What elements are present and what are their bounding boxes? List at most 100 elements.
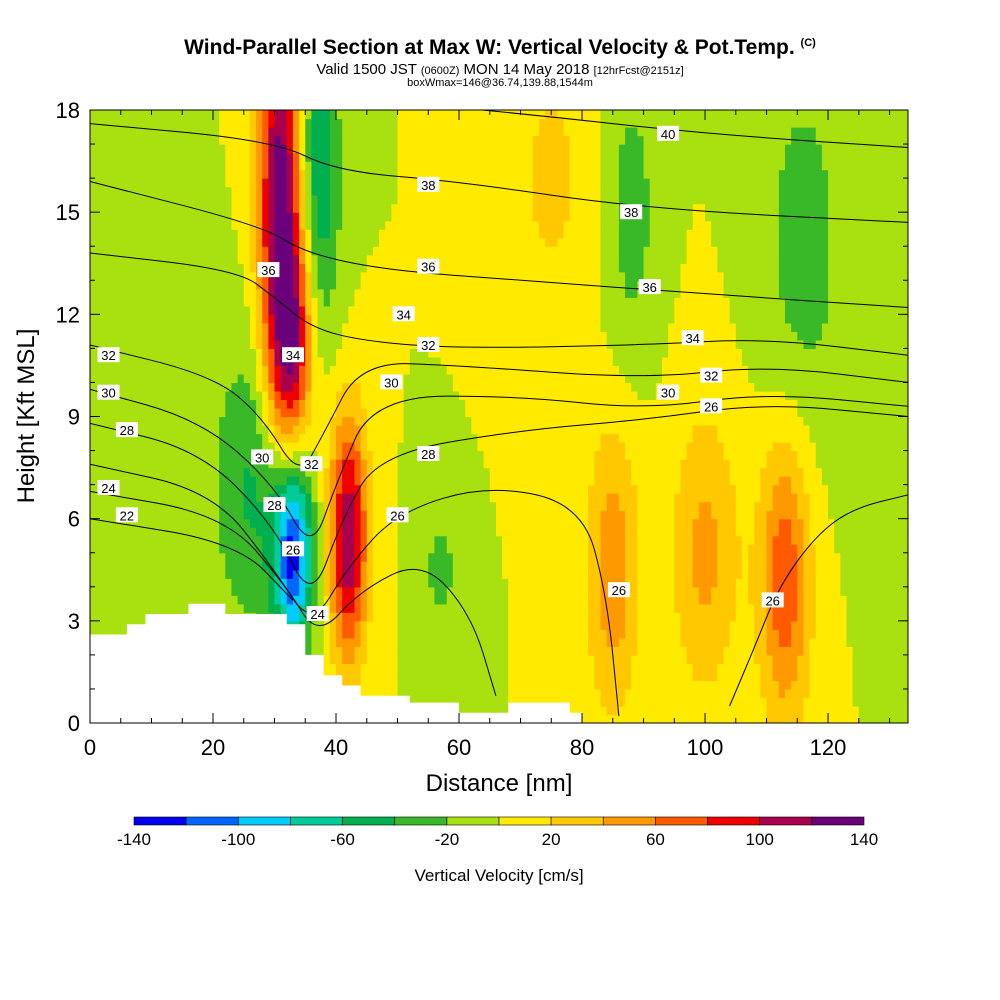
heatmap-cell: [508, 467, 515, 477]
heatmap-cell: [815, 510, 823, 520]
heatmap-cell: [440, 501, 448, 511]
heatmap-cell: [643, 518, 651, 528]
heatmap-cell: [145, 467, 153, 477]
heatmap-cell: [336, 442, 343, 452]
heatmap-cell: [268, 399, 276, 409]
heatmap-cell: [514, 612, 522, 622]
heatmap-cell: [797, 501, 805, 511]
heatmap-cell: [446, 603, 454, 613]
heatmap-cell: [206, 433, 214, 443]
heatmap-cell: [643, 646, 651, 656]
heatmap-cell: [563, 467, 571, 477]
heatmap-cell: [821, 552, 829, 562]
heatmap-cell: [631, 595, 638, 605]
heatmap-cell: [102, 535, 110, 545]
heatmap-cell: [729, 450, 737, 460]
heatmap-cell: [323, 476, 331, 486]
heatmap-cell: [661, 620, 669, 630]
heatmap-cell: [705, 561, 712, 571]
heatmap-cell: [692, 561, 700, 571]
heatmap-cell: [366, 459, 374, 469]
heatmap-cell: [372, 612, 380, 622]
heatmap-cell: [249, 442, 257, 452]
heatmap-cell: [120, 407, 128, 418]
heatmap-cell: [342, 493, 349, 503]
heatmap-cell: [114, 450, 122, 460]
heatmap-cell: [305, 510, 313, 520]
heatmap-cell: [286, 535, 294, 545]
heatmap-cell: [612, 637, 620, 647]
heatmap-cell: [317, 637, 325, 647]
heatmap-cell: [366, 493, 374, 503]
heatmap-cell: [323, 518, 331, 528]
heatmap-cell: [348, 586, 356, 596]
heatmap-cell: [815, 467, 823, 477]
heatmap-cell: [846, 442, 854, 452]
heatmap-cell: [182, 586, 190, 596]
heatmap-cell: [459, 493, 466, 503]
heatmap-cell: [778, 637, 786, 647]
heatmap-cell: [508, 407, 515, 418]
heatmap-cell: [797, 450, 805, 460]
heatmap-cell: [440, 586, 448, 596]
heatmap-cell: [139, 535, 146, 545]
heatmap-cell: [471, 697, 479, 707]
heatmap-cell: [428, 399, 436, 409]
heatmap-cell: [483, 544, 491, 554]
heatmap-cell: [649, 612, 657, 622]
heatmap-cell: [600, 442, 608, 452]
heatmap-cell: [625, 535, 632, 545]
heatmap-cell: [452, 578, 460, 588]
heatmap-cell: [489, 510, 497, 520]
heatmap-cell: [625, 433, 632, 443]
heatmap-cell: [372, 416, 380, 426]
heatmap-cell: [299, 510, 306, 520]
heatmap-cell: [852, 459, 860, 469]
heatmap-cell: [502, 425, 509, 435]
heatmap-cell: [692, 612, 700, 622]
heatmap-cell: [305, 629, 313, 639]
heatmap-cell: [336, 646, 343, 656]
heatmap-cell: [182, 569, 190, 579]
heatmap-cell: [317, 493, 325, 503]
heatmap-cell: [225, 433, 233, 443]
heatmap-cell: [514, 586, 522, 596]
heatmap-cell: [748, 697, 755, 707]
heatmap-cell: [674, 433, 682, 443]
heatmap-cell: [686, 705, 694, 716]
heatmap-cell: [452, 671, 460, 682]
heatmap-cell: [336, 552, 343, 562]
heatmap-cell: [391, 646, 399, 656]
heatmap-cell: [846, 518, 854, 528]
heatmap-cell: [711, 476, 718, 486]
heatmap-cell: [256, 578, 263, 588]
heatmap-cell: [883, 527, 891, 537]
heatmap-cell: [526, 654, 534, 664]
heatmap-cell: [625, 646, 632, 656]
heatmap-cell: [428, 603, 436, 613]
heatmap-cell: [243, 467, 251, 477]
heatmap-cell: [674, 714, 682, 723]
heatmap-cell: [354, 459, 362, 469]
heatmap-cell: [471, 671, 479, 682]
heatmap-cell: [452, 510, 460, 520]
heatmap-cell: [403, 620, 411, 630]
heatmap-cell: [784, 433, 792, 443]
heatmap-cell: [760, 518, 768, 528]
heatmap-cell: [465, 442, 472, 452]
heatmap-cell: [409, 459, 417, 469]
heatmap-cell: [102, 578, 110, 588]
heatmap-cell: [440, 552, 448, 562]
heatmap-cell: [508, 510, 515, 520]
heatmap-cell: [366, 552, 374, 562]
heatmap-cell: [520, 476, 528, 486]
heatmap-cell: [391, 569, 399, 579]
heatmap-cell: [366, 476, 374, 486]
heatmap-cell: [791, 459, 798, 469]
heatmap-cell: [551, 527, 559, 537]
heatmap-cell: [182, 493, 190, 503]
heatmap-cell: [594, 612, 602, 622]
heatmap-cell: [477, 688, 485, 699]
heatmap-cell: [459, 416, 466, 426]
heatmap-cell: [784, 654, 792, 664]
